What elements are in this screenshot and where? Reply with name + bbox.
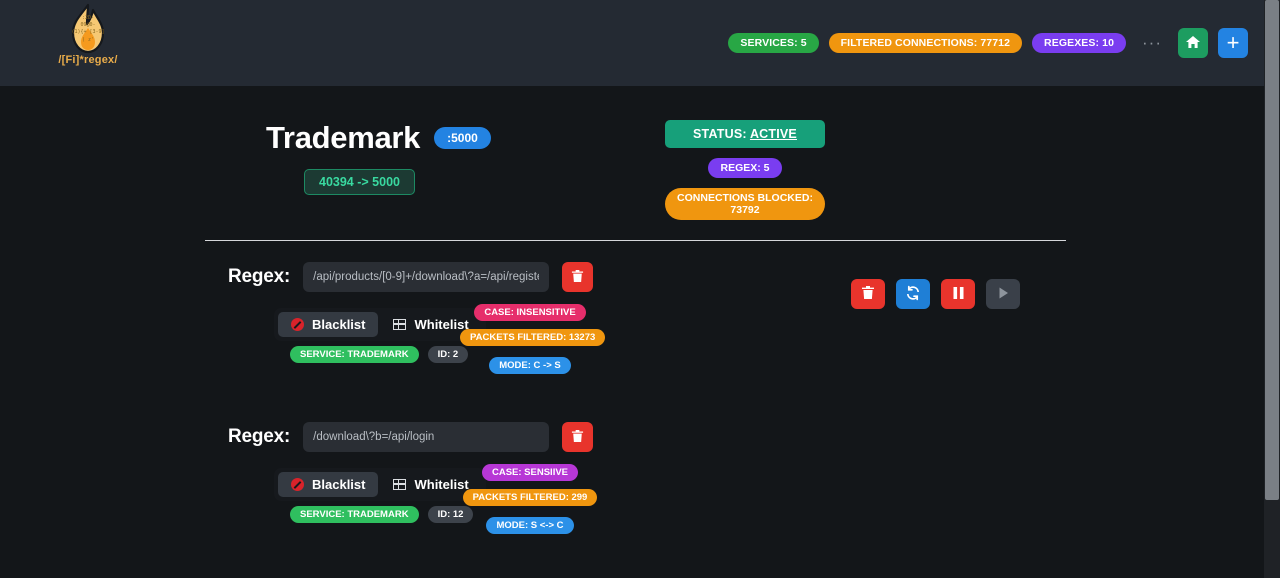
service-port-badge: :5000 <box>434 127 491 149</box>
whitelist-option[interactable]: Whitelist <box>380 312 481 337</box>
regex-input[interactable] <box>303 422 550 452</box>
play-icon <box>997 286 1010 303</box>
regex-stats: CASE: INSENSITIVE PACKETS FILTERED: 1327… <box>460 302 606 380</box>
id-tag: ID: 12 <box>427 506 474 523</box>
whitelist-label: Whitelist <box>414 317 469 332</box>
regex-card-1: Regex: Blacklist <box>601 262 1280 422</box>
header-actions: SERVICES: 5 FILTERED CONNECTIONS: 77712 … <box>728 0 1248 86</box>
play-service-button <box>986 279 1020 309</box>
trash-icon <box>571 429 584 446</box>
badge-filtered-connections[interactable]: FILTERED CONNECTIONS: 77712 <box>828 33 1023 53</box>
service-header: Trademark :5000 40394 -> 5000 STATUS: AC… <box>0 120 1264 309</box>
plus-icon: + <box>1226 30 1240 55</box>
list-mode-toggle: Blacklist Whitelist <box>274 468 486 501</box>
regex-meta: SERVICE: TRADEMARK ID: 12 <box>290 506 474 523</box>
pause-service-button[interactable] <box>941 279 975 309</box>
badge-services[interactable]: SERVICES: 5 <box>728 33 819 53</box>
svg-text:( z': ( z' <box>82 37 94 43</box>
regex-label: Regex: <box>228 426 291 447</box>
status-badge: STATUS: ACTIVE <box>665 120 825 148</box>
page-scrollbar[interactable] <box>1264 0 1280 578</box>
blacklist-label: Blacklist <box>312 317 366 332</box>
svg-text::2D-: :2D- <box>82 15 94 21</box>
flame-icon: :2D- 09@0- (1){+ [3-9] ( z' <box>60 2 116 58</box>
brand-logo[interactable]: :2D- 09@0- (1){+ [3-9] ( z' /[Fi]*regex/ <box>48 2 128 66</box>
regex-input[interactable] <box>303 262 550 292</box>
case-tag: CASE: SENSIIVE <box>481 464 579 481</box>
list-icon <box>393 479 407 490</box>
home-icon <box>1185 34 1201 53</box>
whitelist-option[interactable]: Whitelist <box>380 472 481 497</box>
page-title: Trademark <box>266 120 421 155</box>
mode-tag: MODE: S <-> C <box>486 517 574 534</box>
regex-label: Regex: <box>228 266 291 287</box>
regex-card-2: Regex: Blacklist <box>0 422 601 578</box>
whitelist-label: Whitelist <box>414 477 469 492</box>
regex-row: Regex: Blacklist <box>0 422 1280 578</box>
delete-service-button[interactable] <box>851 279 885 309</box>
ban-icon <box>291 318 304 331</box>
service-identity: Trademark :5000 40394 -> 5000 <box>266 120 596 195</box>
list-mode-toggle: Blacklist Whitelist <box>274 308 486 341</box>
packets-tag: PACKETS FILTERED: 13273 <box>460 329 606 346</box>
pause-icon <box>952 286 965 303</box>
blacklist-option[interactable]: Blacklist <box>278 472 379 497</box>
status-prefix: STATUS: <box>693 127 750 141</box>
regex-row: Regex: Blacklist <box>0 262 1280 422</box>
blacklist-label: Blacklist <box>312 477 366 492</box>
brand-text: /[Fi]*regex/ <box>58 54 118 66</box>
svg-text:(1){+ [3-9]: (1){+ [3-9] <box>71 29 104 35</box>
service-port-mapping: 40394 -> 5000 <box>304 169 415 195</box>
overflow-menu-icon[interactable]: ··· <box>1142 33 1162 52</box>
ban-icon <box>291 478 304 491</box>
regex-card-0: Regex: Blacklist <box>0 262 606 422</box>
trash-icon <box>861 285 875 303</box>
badge-regexes[interactable]: REGEXES: 10 <box>1032 33 1127 53</box>
scrollbar-thumb[interactable] <box>1265 0 1279 500</box>
regex-stats: CASE: SENSIIVE PACKETS FILTERED: 299 MOD… <box>460 462 600 540</box>
service-connections-blocked-badge: CONNECTIONS BLOCKED: 73792 <box>665 188 825 220</box>
regex-meta: SERVICE: TRADEMARK ID: 2 <box>290 346 469 363</box>
service-tag: SERVICE: TRADEMARK <box>290 506 419 523</box>
list-icon <box>393 319 407 330</box>
service-tag: SERVICE: TRADEMARK <box>290 346 419 363</box>
add-service-button[interactable]: + <box>1218 28 1248 58</box>
delete-regex-button[interactable] <box>562 422 594 452</box>
svg-text:09@0-: 09@0- <box>80 22 95 28</box>
section-divider <box>205 240 1066 241</box>
trash-icon <box>571 269 584 286</box>
mode-tag: MODE: C -> S <box>489 357 571 374</box>
service-action-buttons <box>851 279 1020 309</box>
id-tag: ID: 2 <box>427 346 469 363</box>
blacklist-option[interactable]: Blacklist <box>278 312 379 337</box>
refresh-service-button[interactable] <box>896 279 930 309</box>
top-header: :2D- 09@0- (1){+ [3-9] ( z' /[Fi]*regex/… <box>0 0 1264 86</box>
case-tag: CASE: INSENSITIVE <box>474 304 586 321</box>
home-button[interactable] <box>1178 28 1208 58</box>
regex-card-3: Regex: Blacklist <box>601 422 1280 578</box>
sync-icon <box>905 285 921 304</box>
service-regex-count-badge: REGEX: 5 <box>708 158 782 178</box>
regex-list: Regex: Blacklist <box>0 262 1280 578</box>
status-value: ACTIVE <box>749 127 797 141</box>
delete-regex-button[interactable] <box>562 262 594 292</box>
packets-tag: PACKETS FILTERED: 299 <box>462 489 598 506</box>
service-status-group: STATUS: ACTIVE REGEX: 5 CONNECTIONS BLOC… <box>665 120 825 220</box>
